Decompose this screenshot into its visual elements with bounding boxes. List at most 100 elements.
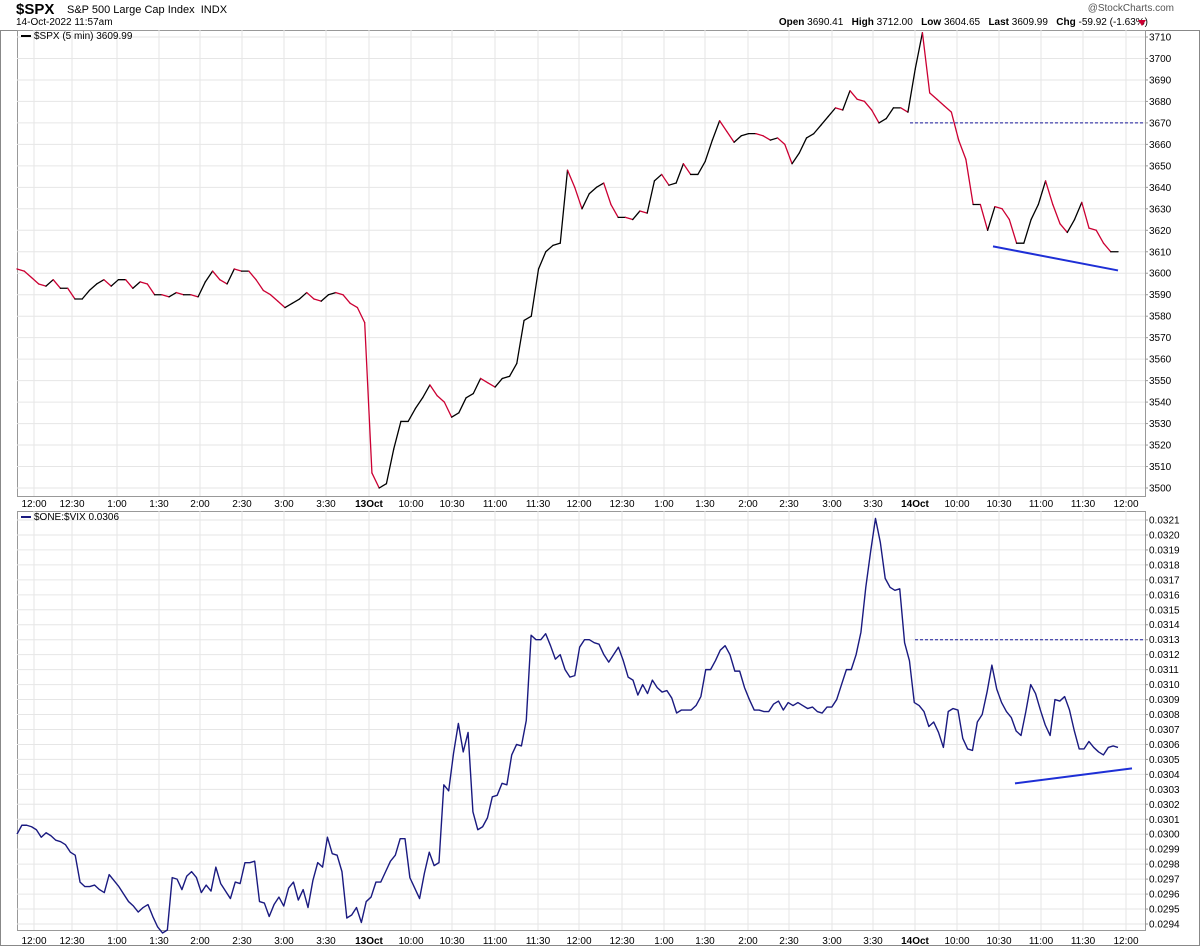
price-segment — [784, 143, 793, 165]
price-segment — [624, 216, 634, 221]
price-segment — [335, 291, 344, 296]
price-segment — [190, 294, 199, 298]
y-tick-label: 3660 — [1149, 140, 1172, 151]
price-segment — [530, 268, 540, 317]
price-segment — [291, 298, 301, 304]
y-tick-label: 3620 — [1149, 226, 1172, 237]
high-value: 3712.00 — [876, 17, 913, 28]
price-segment — [595, 182, 605, 188]
x-tick-label: 12:30 — [609, 499, 634, 510]
price-segment — [88, 283, 98, 292]
price-segment — [957, 139, 967, 161]
y-tick-label: 3560 — [1149, 355, 1172, 366]
date-time-label: 14-Oct-2022 11:57am — [16, 17, 113, 28]
price-segment — [313, 298, 322, 302]
price-segment — [936, 98, 945, 107]
price-segment — [574, 186, 583, 210]
y-tick-label: 0.0296 — [1149, 890, 1180, 901]
price-segment — [856, 98, 866, 103]
x-tick-label: 10:00 — [398, 936, 423, 947]
x-tick-label: 1:30 — [695, 936, 715, 947]
high-label: High — [851, 17, 874, 28]
price-segment — [96, 279, 105, 285]
security-name-text: S&P 500 Large Cap Index — [67, 4, 195, 16]
price-segment — [979, 203, 989, 231]
y-tick-label: 3600 — [1149, 269, 1172, 280]
ohlc-summary: Open 3690.41 High 3712.00 Low 3604.65 La… — [779, 17, 1148, 28]
price-segment — [921, 32, 931, 94]
price-segment — [849, 90, 858, 100]
y-tick-label: 3680 — [1149, 97, 1172, 108]
price-segment — [668, 182, 677, 186]
y-tick-label: 3700 — [1149, 54, 1172, 65]
y-tick-label: 0.0313 — [1149, 635, 1180, 646]
price-segment — [863, 100, 873, 111]
price-segment — [682, 163, 692, 176]
x-tick-label: 1:00 — [654, 499, 674, 510]
y-tick-label: 3650 — [1149, 161, 1172, 172]
x-tick-label: 2:30 — [232, 936, 252, 947]
x-tick-label: 12:00 — [1113, 499, 1138, 510]
price-segment — [755, 132, 764, 137]
y-tick-label: 0.0306 — [1149, 740, 1180, 751]
price-segment — [588, 186, 598, 195]
price-segment — [603, 182, 612, 206]
y-tick-label: 0.0316 — [1149, 590, 1180, 601]
price-segment — [414, 397, 424, 410]
price-segment — [327, 291, 337, 296]
y-tick-label: 0.0304 — [1149, 770, 1180, 781]
x-tick-label: 11:00 — [1029, 499, 1054, 510]
x-tick-label: 1:00 — [654, 936, 674, 947]
price-segment — [472, 377, 482, 395]
price-segment — [1059, 223, 1068, 234]
price-segment — [443, 401, 453, 418]
price-segment — [45, 279, 54, 287]
chg-value: -59.92 (-1.63%) — [1078, 17, 1148, 28]
price-segment — [204, 270, 214, 283]
x-tick-label: 13Oct — [355, 499, 383, 510]
x-tick-label: 12:00 — [566, 499, 591, 510]
y-tick-label: 0.0311 — [1149, 665, 1179, 676]
last-value: 3609.99 — [1011, 17, 1048, 28]
price-segment — [1008, 218, 1018, 244]
price-segment — [1095, 229, 1105, 244]
x-tick-label: 3:30 — [316, 499, 336, 510]
price-segment — [711, 120, 721, 141]
x-tick-label: 1:30 — [149, 499, 169, 510]
y-tick-label: 0.0301 — [1149, 815, 1180, 826]
price-segment — [1073, 201, 1083, 221]
x-tick-label: 1:00 — [107, 936, 127, 947]
price-segment — [168, 291, 178, 298]
price-segment — [885, 107, 895, 120]
price-segment — [907, 68, 916, 113]
price-segment — [38, 283, 47, 287]
price-segment — [233, 268, 243, 272]
x-tick-label: 2:00 — [190, 499, 210, 510]
x-tick-label: 11:30 — [1071, 499, 1096, 510]
price-segment — [878, 117, 887, 124]
price-segment — [284, 302, 293, 309]
price-segment — [820, 115, 829, 126]
price-segment — [675, 163, 685, 184]
x-tick-label: 3:00 — [822, 936, 842, 947]
y-tick-label: 0.0294 — [1149, 920, 1180, 931]
price-segment — [450, 412, 460, 418]
y-tick-label: 3550 — [1149, 376, 1172, 387]
price-segment — [776, 137, 786, 146]
y-tick-label: 3580 — [1149, 312, 1172, 323]
x-tick-label: 2:30 — [779, 936, 799, 947]
x-tick-label: 1:30 — [695, 499, 715, 510]
y-tick-label: 3670 — [1149, 118, 1172, 129]
price-segment — [1102, 242, 1112, 253]
x-tick-label: 2:30 — [779, 499, 799, 510]
price-segment — [487, 382, 496, 388]
price-segment — [646, 180, 656, 214]
price-segment — [494, 377, 503, 388]
y-tick-label: 3630 — [1149, 204, 1172, 215]
price-segment — [986, 206, 996, 231]
x-tick-label: 10:00 — [944, 936, 969, 947]
y-tick-label: 0.0321 — [1149, 516, 1180, 527]
y-tick-label: 3590 — [1149, 290, 1172, 301]
price-segment — [356, 306, 366, 324]
y-tick-label: 0.0319 — [1149, 545, 1180, 556]
